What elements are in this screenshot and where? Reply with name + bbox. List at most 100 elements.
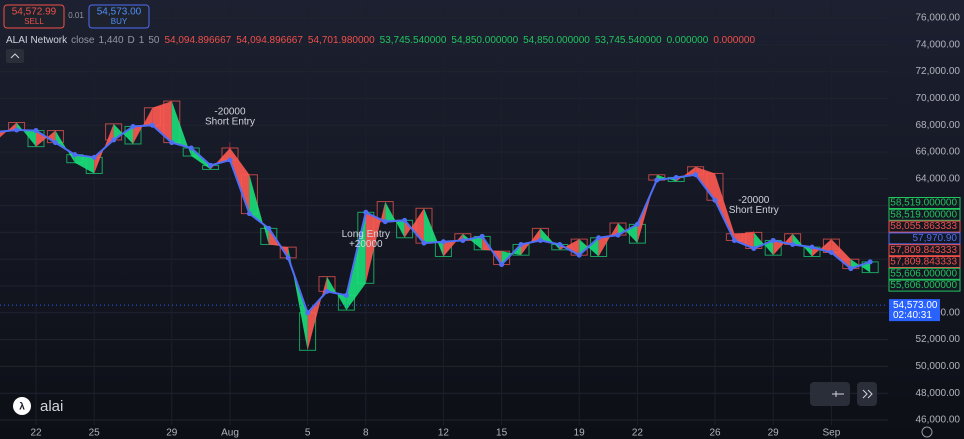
price-tag-label: 58,055.863333 xyxy=(890,221,957,232)
ribbon xyxy=(327,276,347,311)
x-tick-label: 5 xyxy=(305,428,311,439)
y-tick-label: 64,000.00 xyxy=(916,173,961,184)
ribbon xyxy=(598,223,618,257)
legend-param: close xyxy=(71,35,95,46)
point xyxy=(809,244,815,250)
sell-label: SELL xyxy=(24,17,44,26)
x-tick-label: Sep xyxy=(823,428,841,439)
zoom-control[interactable] xyxy=(810,382,850,406)
legend-value: 54,701.980000 xyxy=(308,35,375,46)
buy-label: BUY xyxy=(111,17,128,26)
logo-text: alai xyxy=(40,398,63,415)
annotation-text: Short Entry xyxy=(729,205,779,216)
annotation-text: +20000 xyxy=(349,239,383,250)
point xyxy=(790,241,796,247)
x-tick-label: 15 xyxy=(496,428,508,439)
ribbon xyxy=(74,154,95,174)
point xyxy=(596,235,602,241)
logo-glyph: λ xyxy=(19,402,25,413)
point xyxy=(867,259,873,265)
point xyxy=(828,250,834,255)
point xyxy=(188,145,194,151)
ribbon xyxy=(637,174,657,244)
ribbon xyxy=(0,122,17,138)
point xyxy=(227,157,233,163)
point xyxy=(557,241,563,247)
legend-param: 50 xyxy=(148,35,160,46)
price-tag-label: 55,606.000000 xyxy=(890,280,957,291)
y-tick-label: 70,000.00 xyxy=(916,93,961,104)
point xyxy=(149,122,155,128)
collapse-button[interactable] xyxy=(6,49,24,63)
sell-button[interactable] xyxy=(3,4,65,29)
annotation-text: Long Entry xyxy=(342,229,390,240)
point xyxy=(693,172,699,178)
x-tick-label: Aug xyxy=(221,428,239,439)
y-tick-label: 74,000.00 xyxy=(916,39,961,50)
ribbon xyxy=(307,276,327,351)
ribbon xyxy=(385,201,405,238)
sell-price: 54,572.99 xyxy=(12,7,57,18)
ribbon xyxy=(734,232,754,249)
ribbon xyxy=(773,233,793,256)
point xyxy=(440,239,446,245)
x-tick-label: 22 xyxy=(30,428,42,439)
settings-button[interactable] xyxy=(921,426,933,438)
annotation-arrow: ↑ xyxy=(363,212,369,226)
point xyxy=(479,233,485,239)
legend-value: 53,745.540000 xyxy=(595,35,662,46)
legend-value: 0.000000 xyxy=(713,35,755,46)
y-tick-label: 50,000.00 xyxy=(916,361,961,372)
price-tag-label: 55,606.000000 xyxy=(890,268,957,279)
point xyxy=(285,255,291,261)
point xyxy=(654,177,660,183)
point xyxy=(402,217,408,223)
scroll-icon xyxy=(862,389,873,399)
price-tag xyxy=(888,220,961,233)
ribbon xyxy=(831,239,851,269)
point xyxy=(169,140,175,146)
price-tag xyxy=(888,232,961,245)
ribbon xyxy=(424,208,444,257)
point xyxy=(33,128,39,134)
y-tick-label: 48,000.00 xyxy=(916,388,961,399)
point xyxy=(382,219,388,225)
ribbon xyxy=(94,123,114,174)
last-price-label: 54,573.00 xyxy=(893,300,938,311)
logo-icon xyxy=(13,397,31,415)
ribbon xyxy=(230,147,250,214)
annotation-arrow: ↓ xyxy=(751,227,757,241)
ribbon xyxy=(812,239,832,257)
ribbon xyxy=(715,173,735,241)
price-tag xyxy=(888,256,961,268)
annotation-text: -20000 xyxy=(738,195,770,206)
annotation-text: Short Entry xyxy=(205,117,255,128)
ribbon xyxy=(171,101,192,157)
buy-price: 54,573.00 xyxy=(97,7,142,18)
y-tick-label: 52,000.00 xyxy=(916,334,961,345)
ribbon xyxy=(210,147,230,170)
point xyxy=(673,174,679,180)
point xyxy=(111,137,117,143)
point xyxy=(537,237,543,243)
point xyxy=(615,232,621,238)
point xyxy=(460,237,466,243)
point xyxy=(712,197,718,203)
buy-button[interactable] xyxy=(88,4,150,29)
point xyxy=(634,221,640,227)
ribbon xyxy=(404,208,424,244)
price-tag xyxy=(888,208,961,221)
price-tag xyxy=(888,244,961,257)
point xyxy=(14,127,20,133)
point xyxy=(499,262,505,268)
point xyxy=(363,209,369,215)
ribbon xyxy=(695,166,715,201)
ribbon xyxy=(249,174,269,245)
price-tag xyxy=(888,267,961,280)
price-tag-label: 57,809.843333 xyxy=(890,257,957,268)
ribbon xyxy=(152,101,172,143)
point xyxy=(576,252,582,258)
legend-param: D xyxy=(128,35,135,46)
point xyxy=(343,292,349,298)
point xyxy=(848,266,854,272)
